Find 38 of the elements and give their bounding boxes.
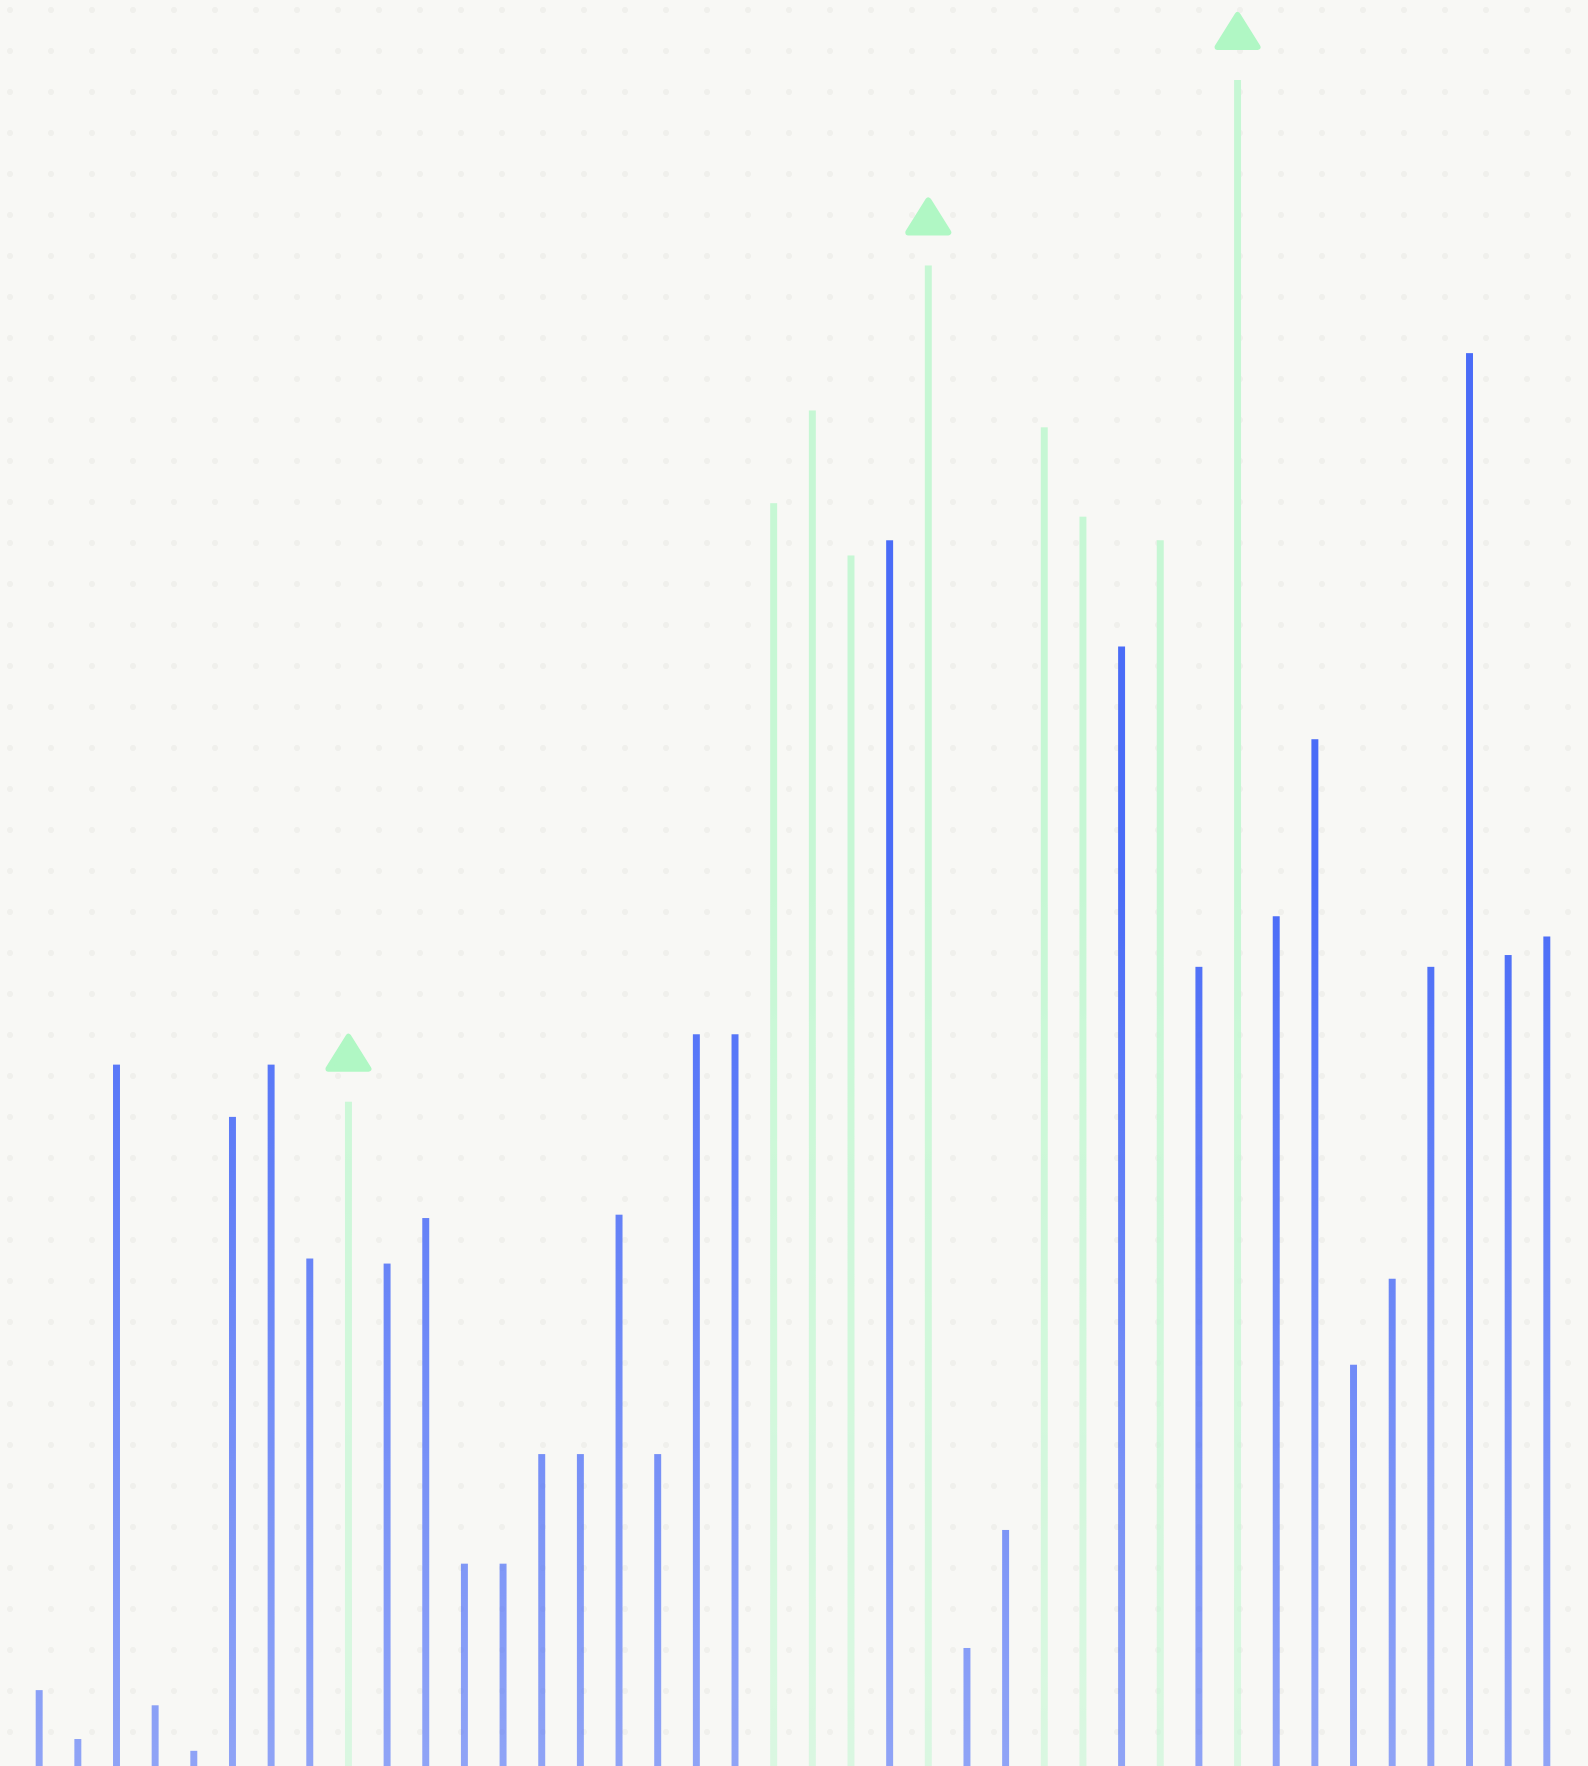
bar <box>35 1690 43 1766</box>
bar <box>654 1454 662 1766</box>
bar <box>422 1218 430 1766</box>
bar <box>1234 80 1242 1766</box>
bar <box>1466 353 1473 1766</box>
bar <box>1156 540 1164 1766</box>
bar <box>1311 739 1319 1766</box>
bar <box>1040 427 1048 1766</box>
bar <box>1195 966 1203 1766</box>
bar <box>267 1064 275 1766</box>
bar <box>1272 916 1280 1766</box>
bar <box>924 265 932 1766</box>
bar <box>1427 966 1435 1766</box>
bar <box>538 1454 546 1766</box>
bar <box>74 1739 82 1766</box>
bar <box>113 1064 120 1766</box>
bar <box>963 1647 971 1766</box>
bar <box>344 1101 352 1766</box>
bar <box>576 1454 584 1766</box>
bar <box>190 1750 198 1766</box>
bar <box>1504 955 1512 1766</box>
bar <box>770 503 778 1766</box>
bar <box>692 1034 700 1766</box>
bar <box>1350 1364 1358 1766</box>
bar <box>460 1563 468 1766</box>
bar <box>306 1258 314 1766</box>
bar <box>808 410 816 1766</box>
bar <box>383 1263 391 1766</box>
bar <box>615 1214 623 1766</box>
bar <box>1388 1278 1396 1766</box>
bar <box>1543 936 1551 1766</box>
bar <box>1002 1529 1010 1766</box>
bar <box>1118 646 1126 1766</box>
bar <box>499 1563 507 1766</box>
bar <box>1079 516 1087 1766</box>
bar <box>228 1116 236 1766</box>
bar <box>151 1705 159 1766</box>
bar <box>886 540 894 1766</box>
